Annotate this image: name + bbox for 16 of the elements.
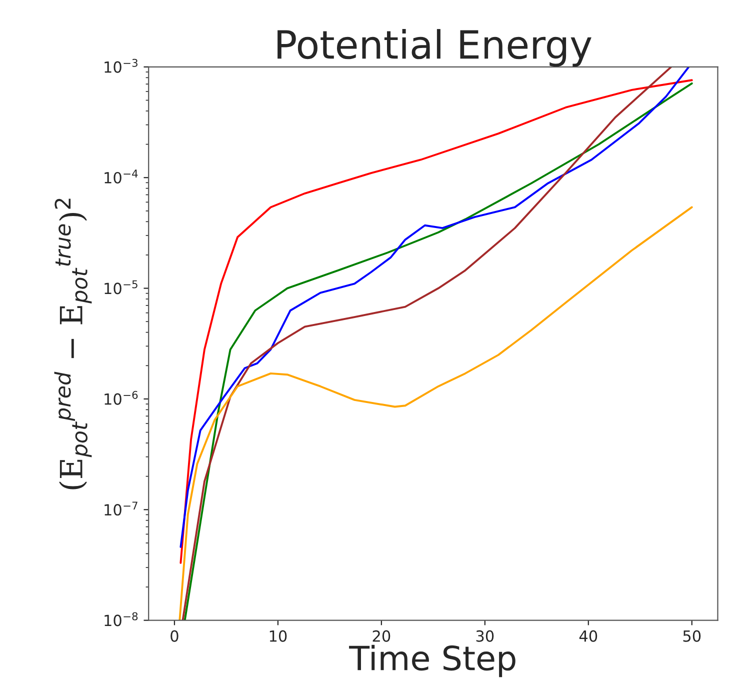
x-tick-label: 20 (372, 630, 390, 642)
y-axis-title: (E$_{pot}$$^{pred}$ − E$_{pot}$$^{true}$)$^{2}$ (54, 198, 92, 490)
y-tick-label: 10$^{−3}$ (104, 58, 138, 73)
y-tick-label: 10$^{−7}$ (104, 502, 138, 516)
x-tick-label: 30 (476, 630, 494, 642)
x-axis-title: Time Step (349, 644, 516, 678)
x-tick-label: 0 (170, 630, 178, 642)
y-tick-label: 10$^{−4}$ (104, 170, 138, 184)
y-tick-label: 10$^{−8}$ (104, 612, 138, 626)
y-tick-label: 10$^{−5}$ (104, 280, 138, 294)
chart-title: Potential Energy (278, 29, 592, 67)
x-tick-label: 50 (683, 630, 701, 642)
y-tick-label: 10$^{−6}$ (104, 390, 138, 405)
x-tick-label: 40 (579, 630, 598, 642)
line-series (178, 206, 693, 620)
x-tick-label: 10 (270, 630, 287, 642)
